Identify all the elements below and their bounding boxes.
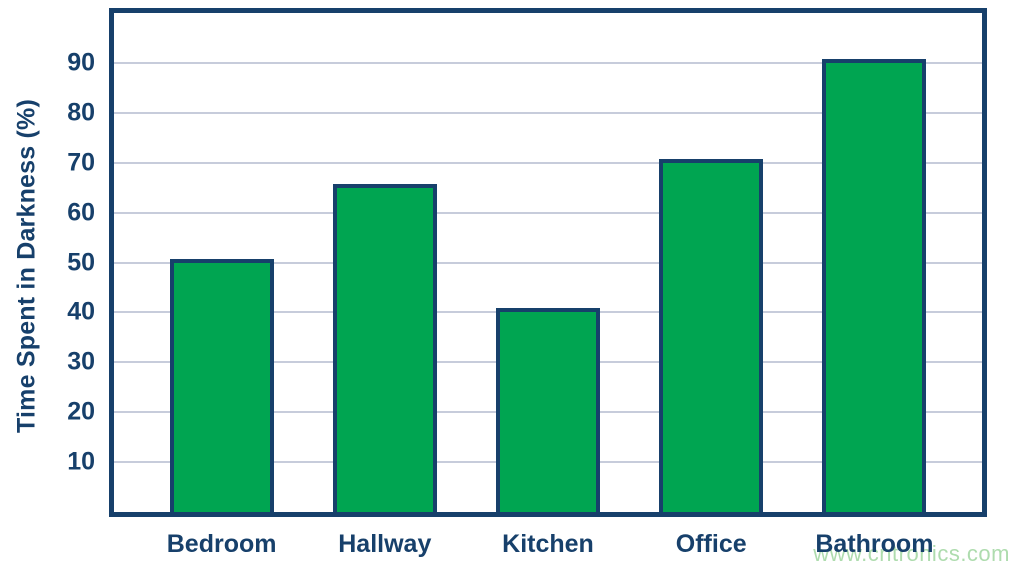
bar-office	[659, 158, 764, 512]
x-axis-labels: Bedroom Hallway Kitchen Office Bathroom	[114, 530, 982, 559]
bar-hallway	[332, 183, 437, 512]
gridline-70	[114, 161, 982, 164]
bar-slot-bathroom	[793, 13, 956, 512]
y-tick-label-50: 50	[67, 248, 95, 276]
y-tick-label-30: 30	[67, 347, 95, 376]
plot-area	[109, 8, 987, 517]
y-tick-label-90: 90	[67, 48, 95, 77]
bar-kitchen	[496, 308, 600, 512]
gridline-60	[114, 211, 982, 214]
x-axis-label-hallway: Hallway	[338, 530, 432, 558]
bars-container	[114, 13, 982, 512]
y-tick-label-10: 10	[67, 447, 95, 476]
bar-slot-office	[630, 13, 793, 512]
bar-slot-bedroom	[140, 13, 303, 512]
watermark: www.cntronics.com	[813, 541, 1010, 566]
y-tick-label-80: 80	[67, 98, 95, 127]
gridline-80	[114, 111, 982, 114]
gridline-50	[114, 261, 982, 264]
bar-bedroom	[169, 258, 274, 512]
bar-slot-hallway	[303, 13, 466, 512]
x-axis-label-bathroom: Bathroom	[815, 530, 934, 558]
y-tick-label-20: 20	[67, 397, 95, 426]
y-tick-label-40: 40	[67, 297, 95, 326]
x-axis-label-office: Office	[675, 530, 747, 558]
y-tick-label-70: 70	[67, 148, 95, 177]
bar-bathroom	[822, 58, 927, 512]
bar-slot-kitchen	[466, 13, 629, 512]
y-tick-label-60: 60	[67, 198, 95, 227]
gridline-90	[114, 61, 982, 64]
y-axis-tick-labels: 10 20 30 40 50 60 70 80 90	[0, 13, 95, 512]
x-axis-label-kitchen: Kitchen	[502, 530, 594, 558]
x-axis-label-bedroom: Bedroom	[166, 530, 277, 558]
